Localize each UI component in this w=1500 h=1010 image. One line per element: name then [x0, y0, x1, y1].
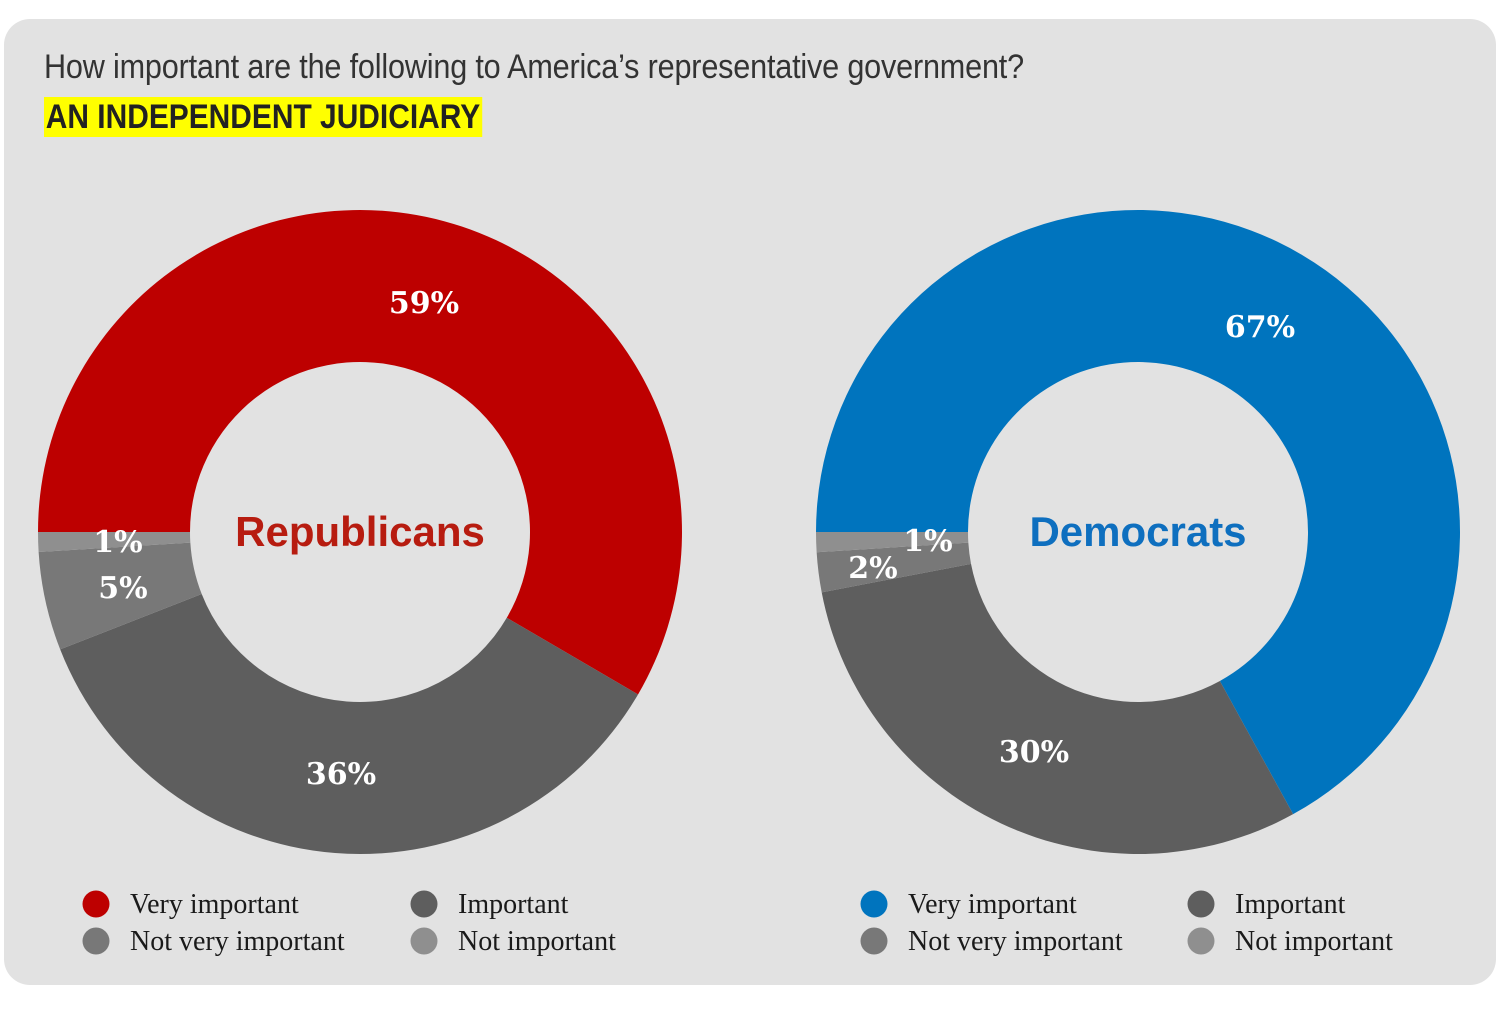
legend-swatch-icon	[860, 890, 888, 918]
legend-swatch-icon	[410, 890, 438, 918]
donut-slice-very-important	[816, 209, 1461, 815]
legend-swatch-icon	[82, 927, 110, 955]
legend-label: Not important	[458, 926, 616, 957]
legend-swatch-icon	[82, 890, 110, 918]
legend-label: Not very important	[130, 926, 345, 957]
data-label: 5%	[98, 571, 147, 606]
data-label: 30%	[999, 735, 1069, 770]
legend-swatch-icon	[860, 927, 888, 955]
donut-center-label: Democrats	[1029, 508, 1246, 555]
legend-label: Very important	[908, 889, 1077, 920]
data-label: 36%	[306, 757, 376, 792]
donut-slice-very-important	[38, 209, 682, 695]
legend-label: Not very important	[908, 926, 1123, 957]
republicans-donut: Republicans 59% 36% 5% 1% Very important Impor…	[38, 209, 682, 957]
donut-slice-not-very-important	[816, 542, 972, 593]
data-label: 1%	[903, 524, 952, 559]
donut-slice-not-important	[816, 532, 969, 553]
legend-label: Not important	[1235, 926, 1393, 957]
donut-slice-important	[821, 563, 1294, 854]
donut-slice-not-important	[38, 532, 191, 553]
legend-label: Important	[458, 889, 569, 920]
donut-slice-important	[60, 593, 639, 854]
chart-subtitle: AN INDEPENDENT JUDICIARY	[44, 97, 482, 137]
data-label: 1%	[93, 525, 142, 560]
data-label: 67%	[1225, 310, 1295, 345]
legend-swatch-icon	[1187, 890, 1215, 918]
legend-swatch-icon	[410, 927, 438, 955]
data-label: 59%	[389, 286, 459, 321]
donut-slice-not-very-important	[38, 542, 202, 650]
chart-title: How important are the following to Ameri…	[44, 48, 1024, 86]
legend-swatch-icon	[1187, 927, 1215, 955]
data-label: 2%	[848, 551, 897, 586]
legend-label: Important	[1235, 889, 1346, 920]
donut-center-label: Republicans	[235, 508, 485, 555]
legend-label: Very important	[130, 889, 299, 920]
democrats-donut: Democrats 67% 30% 2%1% Very important Importa…	[816, 209, 1461, 957]
